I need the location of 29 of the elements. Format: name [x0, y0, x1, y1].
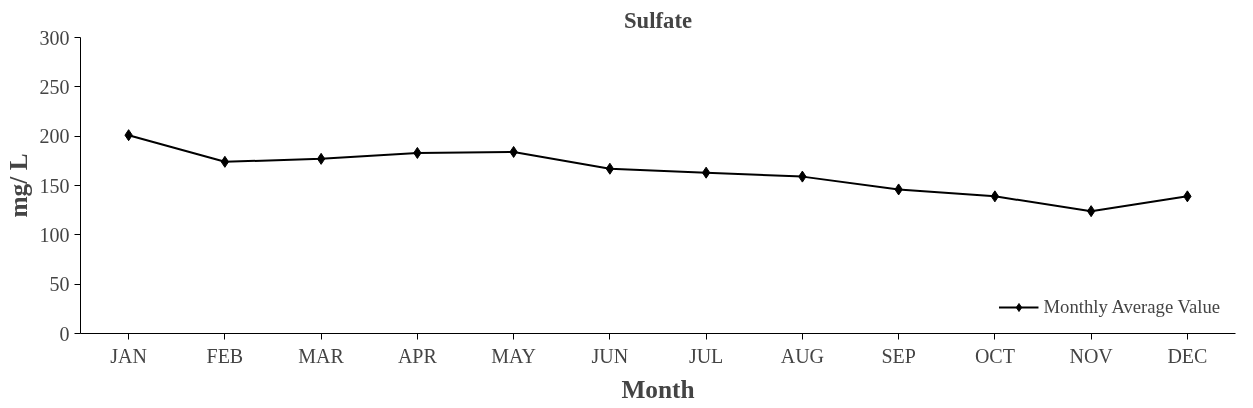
- x-tick-label: AUG: [780, 344, 825, 367]
- point: [316, 152, 326, 165]
- point: [1086, 205, 1096, 218]
- x-tick-label: MAY: [491, 344, 537, 367]
- chart-title: Sulfate: [624, 7, 692, 33]
- y-tick-label: 300: [39, 26, 70, 49]
- y-tick-label: 100: [39, 223, 70, 246]
- x-tick-label: JAN: [110, 344, 147, 367]
- y-tick-label: 0: [59, 322, 70, 345]
- y-axis-title: mg/ L: [3, 153, 32, 218]
- y-tick-label: 50: [49, 273, 70, 296]
- x-tick-label: APR: [397, 344, 438, 367]
- legend-label: Monthly Average Value: [1043, 296, 1220, 318]
- point: [990, 190, 1000, 203]
- y-tick-label: 200: [39, 125, 70, 148]
- x-tick-label: NOV: [1069, 344, 1114, 367]
- y-tick-label: 150: [39, 174, 70, 197]
- x-tick-label: MAR: [298, 344, 345, 367]
- x-tick-label: DEC: [1167, 344, 1208, 367]
- x-tick-label: JUN: [591, 344, 629, 367]
- point: [220, 155, 230, 168]
- y-tick-label: 250: [39, 75, 70, 98]
- point: [605, 162, 615, 175]
- x-tick-label: OCT: [974, 344, 1015, 367]
- point: [701, 166, 711, 179]
- x-axis-title: Month: [621, 374, 695, 403]
- x-tick-label: SEP: [881, 344, 916, 367]
- x-tick-label: FEB: [206, 344, 244, 367]
- x-tick-label: JUL: [688, 344, 724, 367]
